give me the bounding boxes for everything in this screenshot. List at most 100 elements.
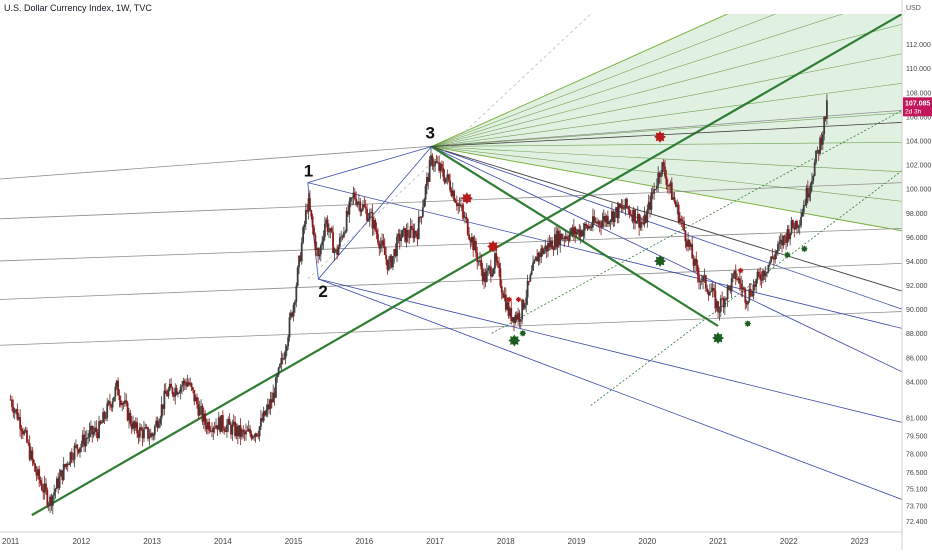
candle	[674, 202, 677, 207]
candle	[591, 216, 594, 228]
candle	[489, 266, 492, 277]
signal-marker-green	[519, 329, 527, 337]
fork-ray	[431, 146, 902, 202]
candle	[771, 256, 774, 259]
candle	[680, 218, 683, 221]
candle	[574, 227, 577, 235]
candle	[385, 254, 388, 260]
candle	[140, 427, 143, 431]
candle	[492, 268, 495, 274]
candle	[182, 380, 185, 386]
candle	[477, 260, 480, 262]
candle	[685, 241, 688, 247]
candle	[172, 394, 175, 397]
candle	[495, 253, 498, 261]
candle	[748, 288, 751, 301]
fork-line	[431, 146, 902, 373]
candle	[28, 443, 31, 460]
candle	[571, 228, 574, 235]
candle	[171, 387, 174, 395]
candle	[457, 203, 460, 207]
price-tick-label: 94.000	[906, 259, 928, 266]
candle	[636, 214, 639, 222]
candle	[364, 206, 367, 209]
candle	[538, 252, 541, 257]
candle	[802, 205, 805, 213]
candle	[46, 490, 49, 506]
candle	[409, 226, 412, 238]
candle	[178, 392, 181, 394]
candle	[12, 406, 15, 413]
candle	[679, 218, 681, 223]
candle	[646, 209, 649, 223]
candle	[123, 400, 126, 404]
chart-title: U.S. Dollar Currency Index, 1W, TVC	[4, 3, 152, 13]
candle	[387, 261, 390, 270]
candle	[362, 204, 364, 210]
candle	[721, 298, 724, 300]
candle	[370, 212, 373, 214]
candle	[443, 176, 446, 183]
candle	[507, 302, 510, 317]
candle	[16, 409, 19, 420]
candle	[700, 281, 703, 283]
candle	[528, 280, 530, 282]
candle	[613, 211, 616, 223]
candle	[602, 216, 605, 221]
candle	[469, 239, 472, 243]
candle	[530, 270, 533, 275]
candle	[313, 227, 315, 236]
candle	[559, 233, 562, 246]
candle	[741, 287, 744, 290]
candle	[201, 405, 204, 422]
candle	[480, 260, 483, 270]
candle	[231, 424, 234, 435]
candle	[718, 311, 721, 313]
candle	[84, 438, 87, 447]
candle	[461, 204, 464, 212]
candle	[734, 270, 737, 280]
price-tick-label: 90.000	[906, 307, 928, 314]
candle	[351, 197, 353, 199]
candle	[481, 269, 484, 282]
candle	[732, 273, 734, 279]
price-tick-label: 84.000	[906, 379, 928, 386]
candle	[21, 430, 24, 435]
candle	[434, 161, 436, 166]
candle	[797, 226, 800, 228]
candle	[627, 206, 630, 210]
candle	[62, 464, 65, 480]
candle	[791, 220, 794, 227]
candle	[95, 427, 98, 433]
signal-marker-green	[744, 320, 752, 328]
candle	[243, 431, 246, 435]
candle	[653, 189, 656, 194]
candle	[645, 214, 647, 223]
candle	[253, 436, 256, 438]
fork-ray	[431, 82, 902, 147]
candle	[669, 182, 672, 187]
candle	[630, 214, 632, 216]
candle	[427, 176, 430, 182]
candle	[43, 483, 46, 493]
candle	[315, 248, 318, 251]
candle	[314, 235, 317, 251]
candle	[136, 422, 139, 434]
candle	[664, 166, 666, 177]
price-tick-label: 78.000	[906, 452, 928, 459]
candle	[343, 232, 345, 238]
candle	[242, 430, 245, 432]
candle	[61, 470, 64, 480]
candle	[100, 422, 103, 424]
candle	[32, 459, 35, 464]
candle	[423, 199, 426, 208]
candle	[635, 221, 638, 224]
candle	[579, 230, 582, 237]
candle	[281, 357, 284, 359]
candle	[232, 421, 235, 425]
candle	[406, 229, 409, 237]
candle	[756, 271, 759, 280]
time-tick-label: 2013	[143, 537, 161, 546]
signal-marker-green	[654, 254, 667, 267]
